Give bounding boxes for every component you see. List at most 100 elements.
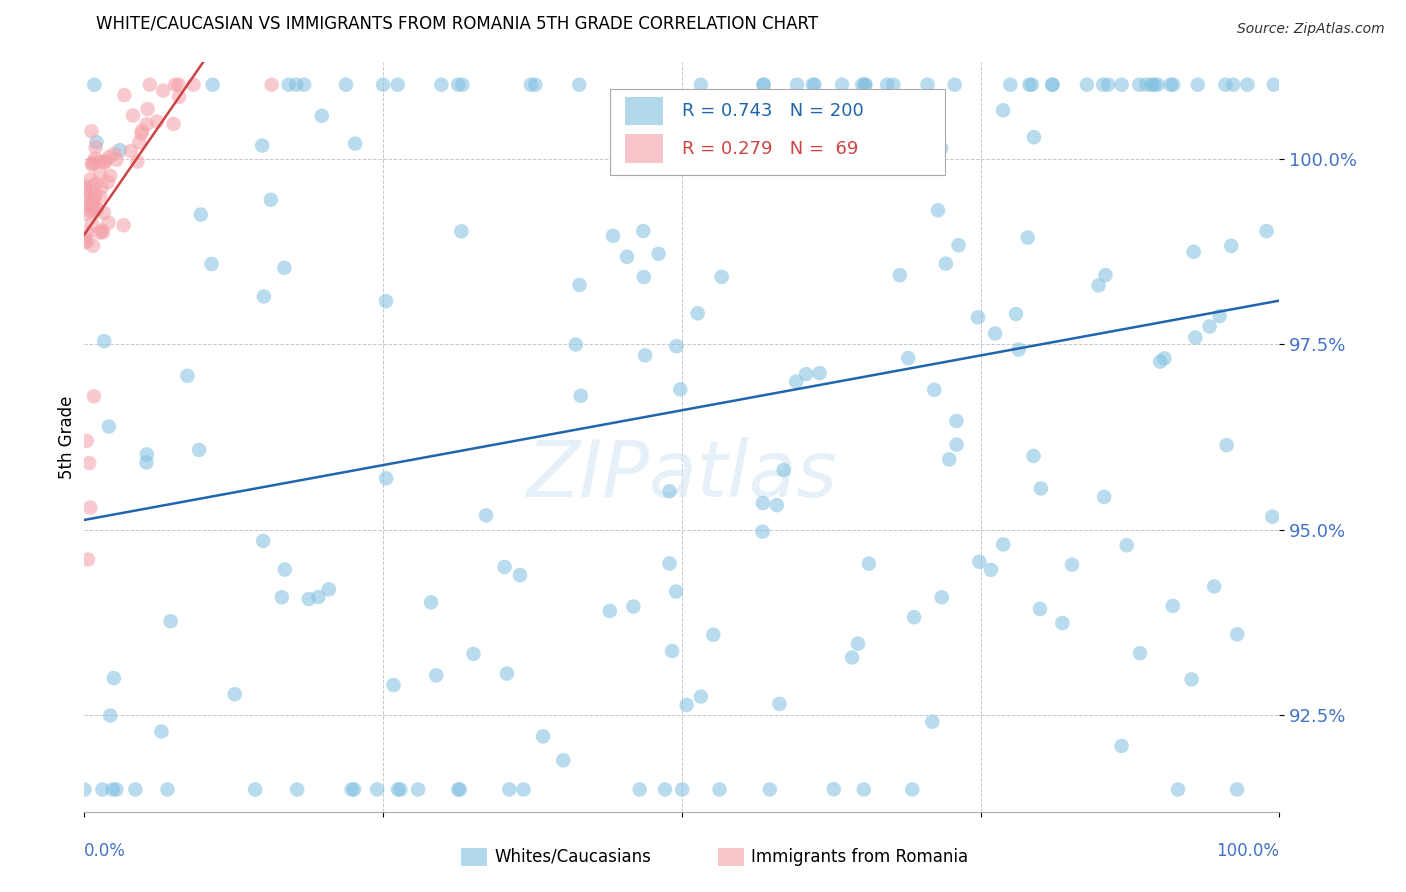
Point (98, 708, 121, 723)
Point (686, 306, 709, 320)
Point (108, 143, 131, 157)
Point (80, 124, 103, 138)
Point (1111, 739, 1133, 753)
Point (135, 447, 157, 461)
Point (628, 782, 651, 797)
Point (772, 463, 794, 477)
Point (84, 152, 107, 166)
Point (1076, 78, 1098, 92)
Point (1215, 438, 1237, 452)
Point (752, 78, 775, 92)
Point (273, 260, 295, 275)
Point (851, 78, 873, 92)
Point (654, 782, 676, 797)
Point (318, 582, 340, 597)
Point (969, 555, 991, 569)
Point (984, 326, 1007, 341)
Point (76, 199, 98, 213)
Point (498, 782, 520, 797)
Point (689, 78, 711, 92)
Point (389, 782, 412, 797)
Point (475, 508, 498, 523)
Point (658, 484, 681, 499)
Point (1222, 78, 1244, 92)
Point (451, 78, 474, 92)
Text: R = 0.279   N =  69: R = 0.279 N = 69 (682, 140, 858, 158)
Point (1017, 230, 1039, 244)
Point (406, 782, 429, 797)
Point (1060, 558, 1083, 572)
Point (935, 257, 957, 271)
Point (311, 109, 333, 123)
Point (277, 78, 299, 92)
Point (1094, 268, 1116, 282)
Point (139, 78, 162, 92)
Point (82, 193, 104, 207)
Point (823, 782, 845, 797)
Point (938, 452, 960, 467)
Point (948, 238, 970, 252)
Point (89, 189, 111, 203)
Point (274, 562, 297, 576)
Point (128, 136, 150, 150)
Point (73, 207, 96, 221)
Point (633, 270, 655, 285)
Point (759, 782, 782, 797)
Point (922, 383, 945, 397)
Point (1256, 224, 1278, 238)
Point (967, 310, 990, 325)
Point (156, 782, 179, 797)
Point (1204, 579, 1226, 593)
Point (430, 78, 453, 92)
Point (83, 78, 105, 92)
Point (1111, 78, 1133, 92)
Point (183, 78, 205, 92)
Point (245, 782, 267, 797)
Point (766, 498, 789, 512)
Point (1236, 78, 1258, 92)
Point (167, 90, 190, 104)
Point (79, 204, 101, 219)
Text: R = 0.743   N = 200: R = 0.743 N = 200 (682, 103, 863, 120)
Point (159, 614, 181, 628)
Point (1128, 78, 1150, 92)
Point (127, 154, 149, 169)
Point (1129, 646, 1152, 660)
Point (83, 155, 105, 169)
Point (1022, 130, 1045, 145)
Point (520, 78, 543, 92)
Point (200, 257, 222, 271)
Point (927, 203, 949, 218)
Point (75, 179, 97, 194)
Point (97, 216, 120, 230)
Point (752, 78, 775, 92)
Point (425, 668, 447, 682)
Point (929, 141, 952, 155)
Point (1018, 78, 1040, 92)
Point (83, 191, 105, 205)
Point (253, 289, 276, 303)
Point (634, 348, 657, 362)
Point (124, 782, 146, 797)
Point (991, 103, 1014, 118)
Point (702, 628, 724, 642)
Bar (461, 847, 486, 866)
Point (260, 193, 283, 207)
Point (343, 782, 366, 797)
Point (103, 146, 125, 161)
Point (90, 154, 112, 169)
Point (90, 223, 112, 237)
Point (420, 595, 443, 609)
Text: Immigrants from Romania: Immigrants from Romania (751, 847, 969, 865)
Point (82, 178, 104, 193)
Point (73, 782, 96, 797)
Point (105, 782, 128, 797)
Point (86, 202, 108, 217)
Point (91, 225, 114, 239)
Point (84, 188, 107, 202)
Point (131, 123, 153, 137)
Bar (624, 135, 662, 163)
Text: 0.0%: 0.0% (84, 842, 127, 860)
Point (1140, 78, 1163, 92)
Point (307, 590, 329, 604)
